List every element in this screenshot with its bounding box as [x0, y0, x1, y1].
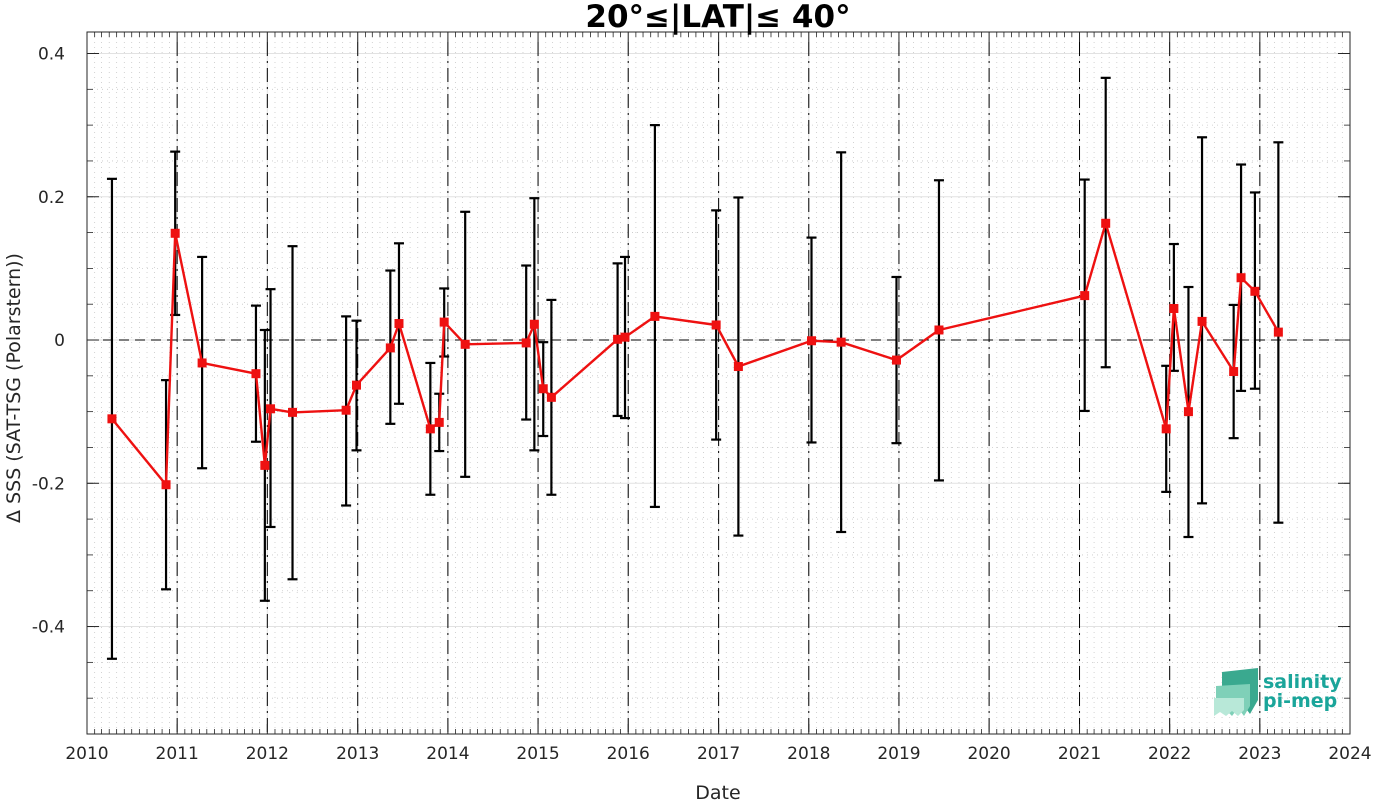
- y-tick-label: 0.4: [38, 44, 65, 64]
- data-point-marker: [341, 405, 351, 415]
- data-point-marker: [385, 343, 395, 353]
- x-tick-label: 2021: [1058, 744, 1101, 764]
- year-dividers: [87, 42, 1350, 734]
- x-tick-label: 2014: [426, 744, 469, 764]
- data-point-marker: [620, 332, 630, 342]
- tick-labels: 2010 2011 2012 2013 2014 2015 2016 2017 2018 2019…: [32, 44, 1372, 764]
- data-point-marker: [434, 417, 444, 427]
- data-point-marker: [650, 311, 660, 321]
- data-point-marker: [521, 338, 531, 348]
- data-point-marker: [1080, 291, 1090, 301]
- data-point-marker: [1236, 273, 1246, 283]
- y-tick-label: -0.4: [32, 618, 65, 638]
- data-point-marker: [260, 460, 270, 470]
- data-point-marker: [394, 319, 404, 329]
- data-point-marker: [351, 380, 361, 390]
- data-point-marker: [1101, 218, 1111, 228]
- data-point-marker: [546, 392, 556, 402]
- data-point-marker: [1161, 424, 1171, 434]
- data-point-marker: [197, 358, 207, 368]
- y-tick-label: 0: [54, 331, 65, 351]
- x-tick-label: 2010: [65, 744, 108, 764]
- x-tick-label: 2016: [607, 744, 650, 764]
- x-tick-label: 2017: [697, 744, 740, 764]
- x-axis-label: Date: [695, 782, 740, 801]
- data-point-marker: [711, 320, 721, 330]
- data-point-marker: [1183, 407, 1193, 417]
- data-point-marker: [538, 384, 548, 394]
- data-point-marker: [1250, 286, 1260, 296]
- data-point-marker: [288, 407, 298, 417]
- logo-text-pimep: pi-mep: [1263, 690, 1337, 712]
- x-tick-label: 2024: [1328, 744, 1371, 764]
- x-tick-label: 2019: [877, 744, 920, 764]
- data-point-marker: [1169, 304, 1179, 314]
- series-line: [110, 222, 1280, 486]
- x-tick-label: 2018: [787, 744, 830, 764]
- wave-icon: [1214, 668, 1258, 716]
- data-point-marker: [1273, 327, 1283, 337]
- data-point-marker: [170, 228, 180, 238]
- data-markers: [107, 218, 1283, 490]
- data-point-marker: [836, 337, 846, 347]
- data-point-marker: [107, 414, 117, 424]
- data-point-marker: [529, 319, 539, 329]
- error-bars: [106, 76, 1284, 660]
- salinity-pimep-logo: salinity pi-mep: [1214, 668, 1342, 716]
- x-tick-label: 2022: [1148, 744, 1191, 764]
- data-point-marker: [1229, 367, 1239, 377]
- data-point-marker: [266, 404, 276, 414]
- x-tick-label: 2023: [1238, 744, 1281, 764]
- x-tick-label: 2011: [156, 744, 199, 764]
- data-point-marker: [251, 369, 261, 379]
- x-tick-label: 2013: [336, 744, 379, 764]
- y-tick-label: 0.2: [38, 188, 65, 208]
- x-tick-label: 2015: [516, 744, 559, 764]
- data-point-marker: [161, 480, 171, 490]
- y-axis-label: Δ SSS (SAT-TSG (Polarstern)): [3, 253, 25, 523]
- x-tick-label: 2020: [967, 744, 1010, 764]
- axes: [86, 31, 1351, 735]
- data-point-marker: [1197, 316, 1207, 326]
- data-point-marker: [460, 339, 470, 349]
- y-tick-label: -0.2: [32, 474, 65, 494]
- data-point-marker: [613, 334, 623, 344]
- data-line: [110, 222, 1280, 486]
- data-point-marker: [439, 317, 449, 327]
- data-point-marker: [934, 325, 944, 335]
- data-point-marker: [891, 355, 901, 365]
- data-point-marker: [807, 336, 817, 346]
- chart-title: 20°≤|LAT|≤ 40°: [585, 0, 850, 35]
- data-point-marker: [425, 424, 435, 434]
- data-point-marker: [733, 362, 743, 372]
- logo-text-salinity: salinity: [1263, 671, 1342, 693]
- x-tick-label: 2012: [246, 744, 289, 764]
